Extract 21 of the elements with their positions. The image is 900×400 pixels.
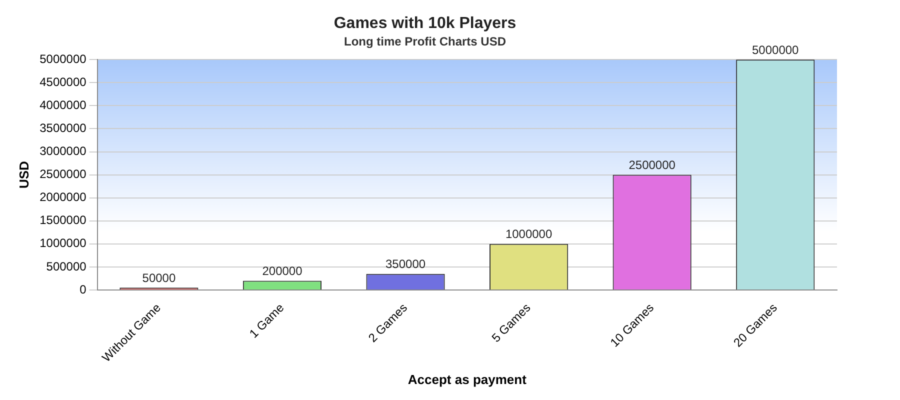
y-tick-label: 4500000 bbox=[40, 74, 87, 89]
y-tick-label: 1000000 bbox=[40, 236, 87, 250]
data-label: 50000 bbox=[142, 270, 176, 285]
y-tick-label: 3000000 bbox=[40, 144, 87, 158]
y-tick-label: 500000 bbox=[46, 259, 87, 274]
data-label: 1000000 bbox=[505, 227, 552, 242]
y-tick-label: 1500000 bbox=[40, 213, 87, 228]
y-tick-label: 0 bbox=[80, 282, 87, 296]
y-axis-title: USD bbox=[16, 161, 32, 189]
y-tick-label: 2500000 bbox=[40, 167, 87, 182]
data-label: 200000 bbox=[262, 264, 303, 278]
x-axis-title: Accept as payment bbox=[408, 372, 528, 387]
data-label: 350000 bbox=[385, 257, 426, 272]
data-label: 5000000 bbox=[752, 42, 800, 57]
y-tick-label: 2000000 bbox=[40, 190, 87, 204]
y-tick-label: 4000000 bbox=[40, 98, 87, 112]
chart-title: Games with 10k Players bbox=[334, 15, 516, 32]
data-label: 2500000 bbox=[628, 158, 676, 172]
y-tick-label: 5000000 bbox=[40, 52, 87, 66]
y-tick-label: 3500000 bbox=[40, 121, 87, 136]
chart-subtitle: Long time Profit Charts USD bbox=[344, 34, 506, 49]
